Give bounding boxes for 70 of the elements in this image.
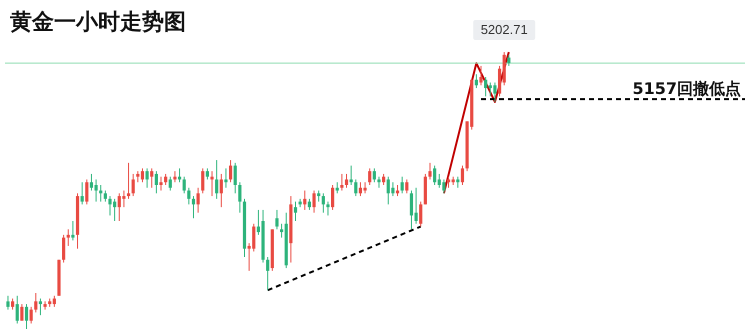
candlestick [220, 173, 223, 208]
candlestick [215, 160, 218, 200]
candlestick [192, 196, 196, 219]
candlestick [182, 176, 186, 194]
candlestick [382, 173, 386, 186]
candlestick [396, 184, 400, 197]
candlestick [62, 234, 66, 264]
candlestick [372, 168, 376, 183]
candlestick [108, 196, 112, 216]
candlestick [428, 162, 432, 180]
candlestick [322, 192, 325, 214]
candlestick [178, 168, 182, 183]
candlestick [24, 304, 28, 330]
candlestick [350, 165, 353, 186]
candlestick [275, 209, 279, 230]
candlestick [187, 187, 190, 205]
candlestick [6, 295, 10, 310]
candlestick [456, 176, 460, 188]
candlestick [206, 168, 209, 180]
candlestick [104, 190, 107, 202]
chart-title: 黄金一小时走势图 [9, 9, 186, 35]
candlestick [474, 74, 478, 89]
candlestick [294, 201, 298, 222]
candlestick [336, 182, 339, 194]
candlestick [358, 182, 362, 197]
candlestick [479, 65, 483, 86]
candlestick [99, 184, 102, 202]
candlestick [11, 298, 14, 310]
candlestick [405, 178, 408, 194]
candlestick [66, 228, 70, 246]
candlestick [228, 160, 232, 183]
candlestick [168, 176, 172, 192]
text: 5202.71 [480, 22, 528, 37]
candlestick [368, 168, 372, 186]
candlestick [460, 165, 464, 186]
candlestick [132, 173, 135, 197]
candlestick [150, 168, 154, 188]
candlestick [410, 190, 414, 230]
candlestick [317, 190, 320, 202]
candlestick [331, 184, 334, 210]
candlestick [340, 173, 344, 192]
candlestick [173, 170, 177, 183]
candlestick [80, 182, 84, 205]
candlestick [354, 178, 358, 197]
candlestick [400, 176, 404, 194]
candlestick [90, 173, 94, 192]
candlestick [507, 54, 510, 66]
candlestick [30, 306, 33, 324]
candlestick [16, 295, 19, 324]
candlestick [164, 173, 168, 186]
candlestick [308, 198, 312, 210]
candlestick [238, 182, 242, 214]
candlestick [419, 201, 422, 228]
candlestick [85, 178, 88, 205]
candlestick [34, 292, 38, 313]
candlestick [312, 190, 316, 214]
candlestick [196, 187, 200, 214]
candlestick [201, 168, 204, 194]
candlestick [94, 178, 98, 202]
candlestick [303, 190, 306, 210]
ref-line-label: 5157回撤低点 [632, 79, 741, 98]
candlestick [146, 168, 149, 188]
candlestick [414, 187, 418, 224]
candlestick [154, 170, 158, 194]
candlestick [159, 176, 163, 192]
candlestick [234, 162, 237, 194]
candlestick [266, 256, 270, 291]
candlestick [210, 170, 214, 197]
candlestick [20, 304, 24, 322]
candlestick [344, 173, 348, 188]
